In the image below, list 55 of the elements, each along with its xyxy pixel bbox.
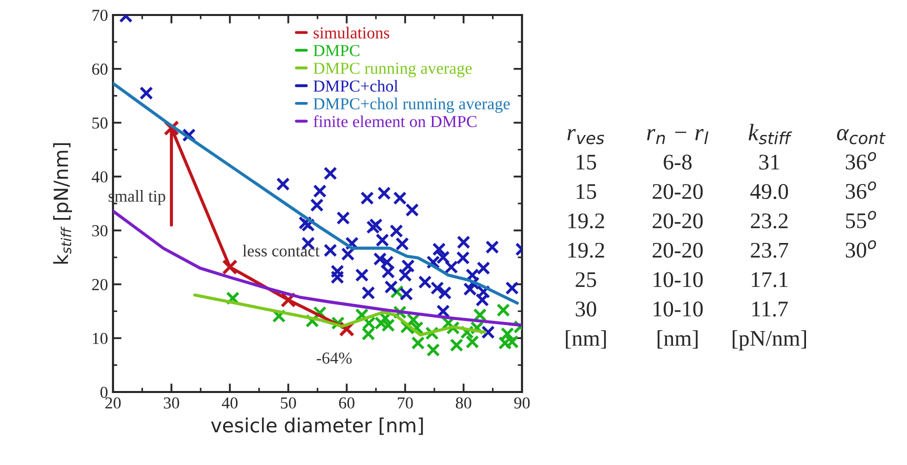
text: 10-10 <box>654 302 703 316</box>
x-tick-label: 30 <box>164 397 180 409</box>
text: 55$^{o}$ <box>846 210 876 228</box>
text: 19.2 <box>568 242 604 258</box>
text: 36$^{o}$ <box>846 152 876 170</box>
y-tick-label: 60 <box>92 64 108 75</box>
text: 20-20 <box>652 213 703 228</box>
legend-label: DMPC+chol <box>313 80 398 92</box>
text: 20-20 <box>652 184 703 199</box>
legend-label: simulations <box>314 26 390 38</box>
legend-label: finite element on DMPC <box>314 115 476 128</box>
text: 11.7 <box>752 302 788 317</box>
y-axis-title: k$_{stiff}$ [pN/nm] <box>53 143 72 264</box>
x-tick-label: 70 <box>398 397 413 409</box>
text: 23.7 <box>750 242 788 258</box>
text: 36$^{o}$ <box>846 181 876 199</box>
y-tick-label: 50 <box>92 117 108 129</box>
y-tick-label: 70 <box>92 10 108 21</box>
x-tick-label: 50 <box>280 397 296 409</box>
category-label: r$_{ves}$ <box>567 129 604 144</box>
text: [pN/nm] <box>732 330 806 350</box>
annotation: less contact <box>242 244 320 257</box>
x-axis-title: vesicle diameter [nm] <box>211 418 423 435</box>
legend-label: DMPC running average <box>313 62 472 78</box>
text: 15 <box>576 154 596 170</box>
y-tick-label: 40 <box>92 171 108 183</box>
text: 19.2 <box>568 213 604 228</box>
text: [nm] <box>566 330 606 349</box>
text: 15 <box>576 184 596 199</box>
text: 30$^{o}$ <box>846 240 876 258</box>
x-tick-label: 90 <box>514 397 530 409</box>
text: 49.0 <box>750 184 788 200</box>
text: 30 <box>576 302 596 316</box>
category-label: α$_{cont}$ <box>837 129 886 144</box>
y-tick-label: 10 <box>92 332 108 344</box>
text: 17.1 <box>752 272 788 288</box>
text: 6-8 <box>664 154 692 170</box>
x-tick-label: 40 <box>222 397 238 409</box>
x-tick-label: 20 <box>105 397 121 409</box>
text: 31 <box>759 154 780 170</box>
legend-label: DMPC <box>313 45 360 56</box>
y-tick-label: 0 <box>100 386 108 398</box>
category-label: k$_{stiff}$ <box>748 124 792 144</box>
x-tick-label: 60 <box>339 397 354 409</box>
text: 20-20 <box>652 242 703 258</box>
text: 10-10 <box>654 272 703 288</box>
category-label: r$_{n}$ − r$_{l}$ <box>647 129 708 144</box>
y-tick-label: 20 <box>92 278 108 290</box>
annotation: -64% <box>316 352 352 364</box>
text: 23.2 <box>750 213 788 228</box>
text: 25 <box>576 272 596 288</box>
legend-label: DMPC+chol running average <box>313 98 510 113</box>
y-tick-label: 30 <box>92 225 108 236</box>
text: [nm] <box>658 330 698 349</box>
x-tick-label: 80 <box>456 397 472 409</box>
